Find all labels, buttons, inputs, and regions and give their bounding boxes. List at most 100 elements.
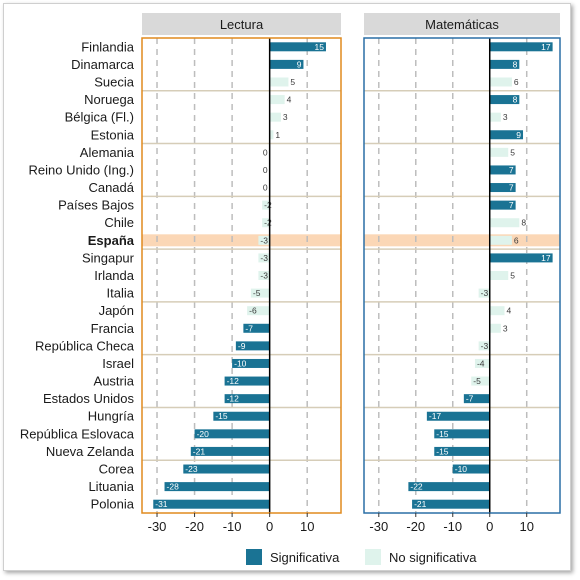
bar xyxy=(412,499,490,509)
value-label: 0 xyxy=(263,183,268,193)
value-label: 7 xyxy=(509,165,514,175)
value-label: -2 xyxy=(264,218,272,228)
panel-strip xyxy=(364,13,560,35)
value-label: -2 xyxy=(264,200,272,210)
legend-swatch-not-significant xyxy=(365,549,381,565)
bar xyxy=(463,394,490,404)
bar xyxy=(489,200,516,210)
panel-title: Matemáticas xyxy=(425,17,499,32)
category-label: Estonia xyxy=(91,127,135,142)
bar xyxy=(153,499,270,509)
value-label: -3 xyxy=(481,288,489,298)
bar xyxy=(258,253,270,263)
bar xyxy=(262,218,270,228)
value-label: -22 xyxy=(410,482,423,492)
legend-label: Significativa xyxy=(270,550,340,565)
category-label: Hungría xyxy=(88,409,135,424)
bar xyxy=(224,376,270,386)
value-label: -4 xyxy=(477,358,485,368)
panel-lectura: Lectura1595431000-2-2-3-3-3-5-6-7-9-10-1… xyxy=(141,13,342,534)
value-label: 3 xyxy=(283,112,288,122)
value-label: -15 xyxy=(215,411,228,421)
bar xyxy=(489,253,553,263)
category-label: Países Bajos xyxy=(58,198,134,213)
highlight-row xyxy=(364,234,560,247)
category-label: Nueva Zelanda xyxy=(46,444,135,459)
bar xyxy=(269,112,281,122)
panel-title: Lectura xyxy=(220,17,264,32)
panel-border xyxy=(141,37,342,514)
bar xyxy=(489,183,516,193)
category-label: Irlanda xyxy=(94,268,135,283)
value-label: -12 xyxy=(227,376,240,386)
category-label: España xyxy=(88,233,135,248)
bar xyxy=(489,323,501,333)
bar xyxy=(489,147,509,157)
value-label: 4 xyxy=(507,306,512,316)
bar xyxy=(164,482,270,492)
value-label: -7 xyxy=(245,323,253,333)
value-label: 1 xyxy=(275,130,280,140)
value-label: -21 xyxy=(414,499,427,509)
bar xyxy=(434,429,490,439)
value-label: 17 xyxy=(541,42,551,52)
value-label: -3 xyxy=(260,271,268,281)
value-label: 5 xyxy=(290,77,295,87)
value-label: -3 xyxy=(481,341,489,351)
category-label: Francia xyxy=(91,321,135,336)
bar xyxy=(489,95,520,105)
category-label: Chile xyxy=(104,215,134,230)
legend: Significativa No significativa xyxy=(246,549,477,565)
bar xyxy=(183,464,270,474)
bar xyxy=(452,464,490,474)
bar xyxy=(213,411,270,421)
category-label: Canadá xyxy=(88,180,134,195)
bar xyxy=(269,42,326,52)
category-label: Reino Unido (Ing.) xyxy=(29,162,135,177)
value-label: 8 xyxy=(513,95,518,105)
x-tick-label: -10 xyxy=(223,519,242,534)
x-tick-label: 10 xyxy=(519,519,533,534)
chart-frame xyxy=(3,3,571,571)
value-label: -17 xyxy=(429,411,442,421)
category-label: Corea xyxy=(99,462,135,477)
value-label: -5 xyxy=(253,288,261,298)
bar xyxy=(258,235,270,245)
panel-strip xyxy=(142,13,341,35)
value-label: 7 xyxy=(509,183,514,193)
value-label: 6 xyxy=(514,77,519,87)
x-tick-label: -10 xyxy=(443,519,462,534)
x-tick-label: -20 xyxy=(406,519,425,534)
bar xyxy=(489,306,505,316)
bar xyxy=(269,130,274,140)
category-label: Singapur xyxy=(82,250,135,265)
value-label: 6 xyxy=(514,235,519,245)
category-label: Alemania xyxy=(80,145,135,160)
bar xyxy=(478,288,490,298)
category-label: Israel xyxy=(102,356,134,371)
category-label: Polonia xyxy=(91,497,135,512)
category-label: Austria xyxy=(94,374,135,389)
bar xyxy=(243,323,270,333)
bar xyxy=(262,200,270,210)
value-label: 4 xyxy=(287,95,292,105)
bar xyxy=(190,446,270,456)
value-label: 17 xyxy=(541,253,551,263)
value-label: -10 xyxy=(234,358,247,368)
bar xyxy=(258,271,270,280)
bar xyxy=(194,429,270,439)
legend-swatch-significant xyxy=(246,549,262,565)
bar xyxy=(269,95,285,105)
x-tick-label: -30 xyxy=(369,519,388,534)
value-label: 8 xyxy=(513,59,518,69)
bar xyxy=(247,306,270,316)
legend-label: No significativa xyxy=(389,550,477,565)
bar xyxy=(489,42,553,52)
value-label: 5 xyxy=(510,147,515,157)
value-label: -15 xyxy=(436,429,449,439)
bar xyxy=(408,482,490,492)
value-label: 7 xyxy=(509,200,514,210)
value-label: 0 xyxy=(263,147,268,157)
bar xyxy=(474,358,490,368)
